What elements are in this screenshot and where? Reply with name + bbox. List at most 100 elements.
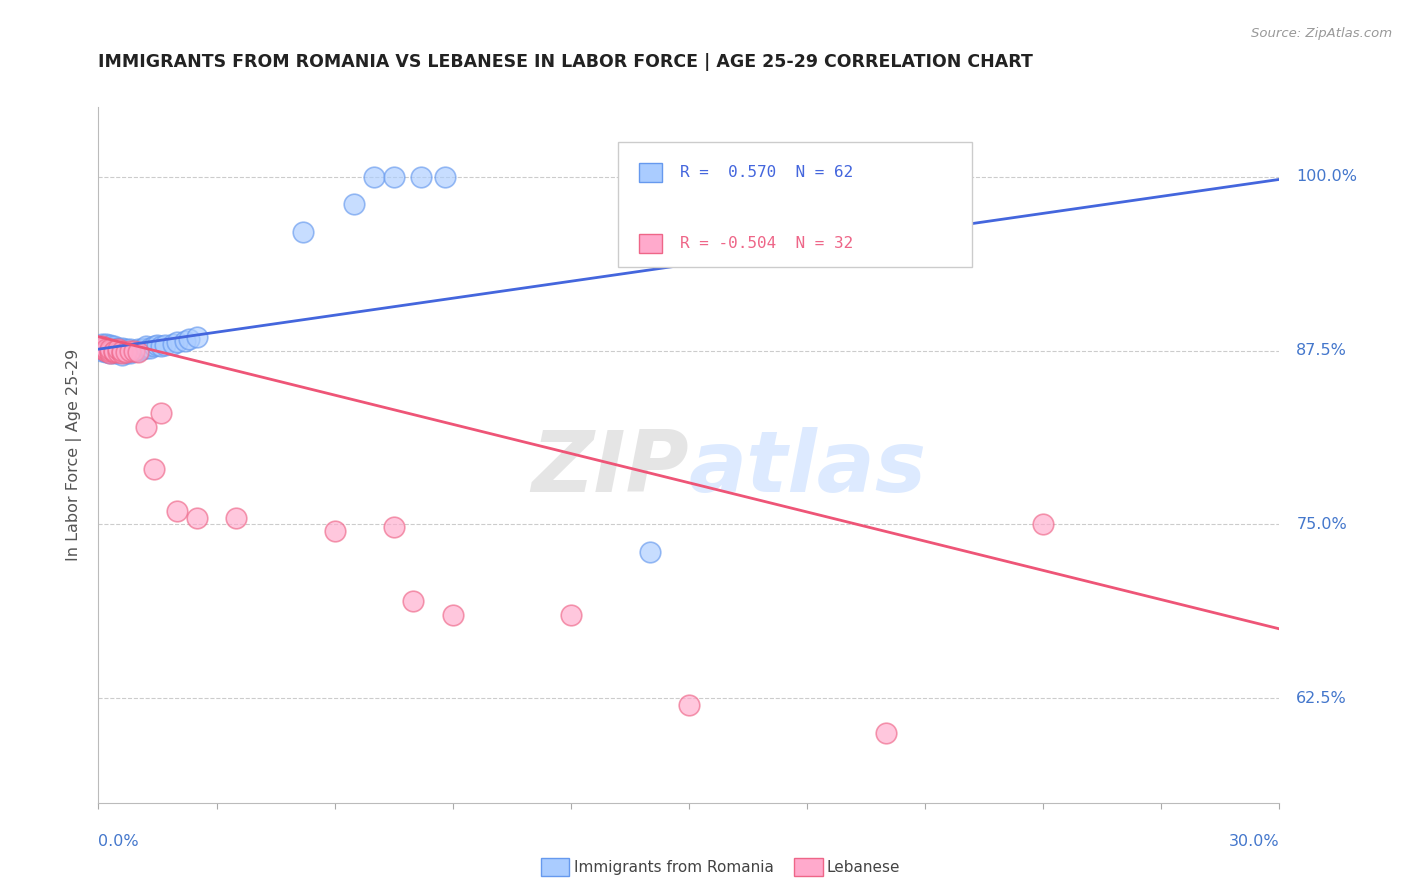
- Point: [111, 341, 134, 355]
- Point: [118, 343, 141, 358]
- Point: [111, 346, 134, 360]
- Point: [433, 169, 456, 184]
- Text: IMMIGRANTS FROM ROMANIA VS LEBANESE IN LABOR FORCE | AGE 25-29 CORRELATION CHART: IMMIGRANTS FROM ROMANIA VS LEBANESE IN L…: [98, 54, 1033, 71]
- Point: [292, 225, 315, 239]
- Point: [363, 169, 385, 184]
- Point: [91, 339, 114, 353]
- Point: [118, 343, 141, 358]
- Point: [107, 342, 129, 356]
- Point: [103, 345, 125, 359]
- Point: [177, 333, 200, 347]
- Point: [103, 342, 125, 356]
- Point: [98, 341, 121, 355]
- Point: [411, 169, 433, 184]
- Point: [98, 342, 121, 356]
- FancyBboxPatch shape: [619, 142, 973, 267]
- Point: [441, 607, 464, 622]
- Point: [107, 342, 129, 356]
- Point: [122, 343, 145, 358]
- Text: Source: ZipAtlas.com: Source: ZipAtlas.com: [1251, 27, 1392, 40]
- Point: [91, 339, 114, 353]
- Text: ZIP: ZIP: [531, 427, 689, 510]
- Point: [103, 346, 125, 360]
- Text: 62.5%: 62.5%: [1296, 691, 1347, 706]
- Point: [131, 342, 153, 356]
- Point: [875, 726, 897, 740]
- Point: [98, 343, 121, 358]
- Point: [98, 346, 121, 360]
- Point: [96, 343, 118, 358]
- Point: [91, 342, 114, 356]
- Point: [166, 503, 188, 517]
- Point: [98, 343, 121, 358]
- Point: [162, 336, 184, 351]
- Point: [122, 343, 145, 358]
- Point: [96, 342, 118, 356]
- Point: [402, 594, 425, 608]
- Point: [96, 342, 118, 356]
- Point: [343, 197, 366, 211]
- Point: [107, 341, 129, 355]
- Point: [382, 169, 405, 184]
- Point: [118, 342, 141, 356]
- FancyBboxPatch shape: [640, 234, 662, 253]
- Point: [166, 335, 188, 350]
- Point: [91, 342, 114, 356]
- Text: 0.0%: 0.0%: [98, 834, 139, 849]
- Text: 75.0%: 75.0%: [1296, 517, 1347, 532]
- Text: 100.0%: 100.0%: [1296, 169, 1357, 184]
- Point: [150, 339, 173, 353]
- Point: [111, 348, 134, 362]
- Point: [107, 345, 129, 359]
- Point: [127, 345, 149, 359]
- Y-axis label: In Labor Force | Age 25-29: In Labor Force | Age 25-29: [66, 349, 83, 561]
- Point: [103, 339, 125, 353]
- Point: [91, 336, 114, 351]
- Point: [98, 342, 121, 356]
- Point: [96, 345, 118, 359]
- FancyBboxPatch shape: [640, 162, 662, 182]
- Text: Lebanese: Lebanese: [827, 860, 900, 874]
- Point: [127, 342, 149, 356]
- Point: [678, 698, 700, 713]
- Point: [107, 345, 129, 359]
- Point: [135, 339, 157, 353]
- Point: [111, 343, 134, 358]
- Point: [138, 341, 160, 355]
- Point: [111, 345, 134, 359]
- Point: [186, 329, 208, 343]
- Point: [103, 343, 125, 358]
- Point: [111, 343, 134, 358]
- Text: 87.5%: 87.5%: [1296, 343, 1347, 358]
- Point: [115, 343, 138, 358]
- Point: [103, 341, 125, 355]
- Point: [96, 339, 118, 353]
- Point: [142, 462, 165, 476]
- Point: [107, 346, 129, 360]
- Point: [98, 339, 121, 353]
- Point: [174, 334, 197, 348]
- Point: [115, 346, 138, 360]
- Point: [98, 345, 121, 359]
- Point: [150, 406, 173, 420]
- Point: [98, 342, 121, 356]
- Point: [103, 343, 125, 358]
- Point: [135, 420, 157, 434]
- Point: [225, 510, 247, 524]
- Point: [96, 336, 118, 351]
- Point: [98, 346, 121, 360]
- Point: [96, 343, 118, 358]
- Text: R = -0.504  N = 32: R = -0.504 N = 32: [681, 235, 853, 251]
- Point: [142, 339, 165, 353]
- Point: [382, 520, 405, 534]
- Point: [115, 345, 138, 359]
- Point: [98, 338, 121, 352]
- Point: [118, 346, 141, 360]
- Point: [135, 341, 157, 355]
- Point: [96, 342, 118, 356]
- Text: atlas: atlas: [689, 427, 927, 510]
- Point: [155, 338, 177, 352]
- Point: [103, 345, 125, 359]
- Point: [1032, 517, 1054, 532]
- Point: [186, 510, 208, 524]
